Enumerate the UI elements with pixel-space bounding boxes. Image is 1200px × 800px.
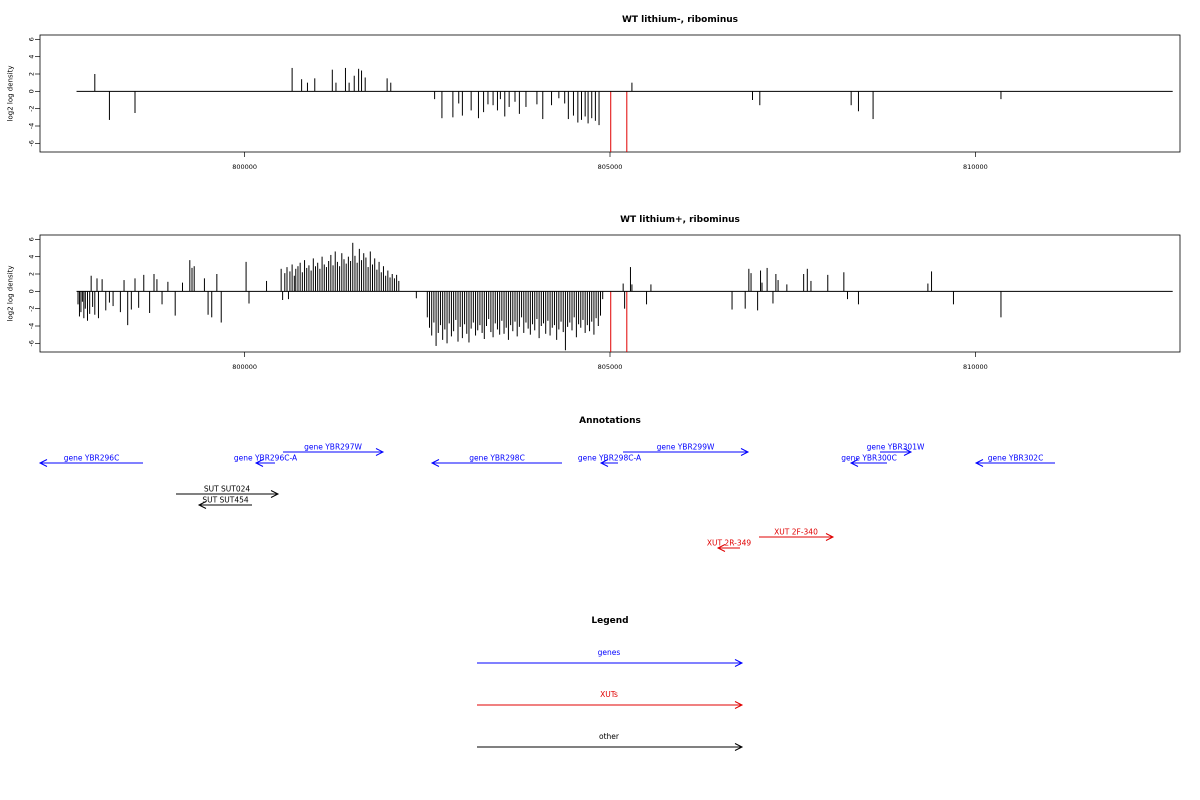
- annotation-arrow: [176, 490, 280, 498]
- y-tick-label: -2: [27, 105, 35, 111]
- plot-frame: [39, 234, 1181, 353]
- legend-arrow: [477, 659, 744, 667]
- y-tick-label: 0: [27, 289, 35, 293]
- y-tick-label: -4: [27, 323, 35, 329]
- y-tick-label: 4: [27, 255, 35, 259]
- x-tick-label: 800000: [232, 363, 257, 371]
- annotation-label: gene YBR298C: [469, 454, 525, 463]
- y-tick-label: -6: [27, 340, 35, 346]
- y-axis-label: log2 log density: [6, 66, 14, 122]
- y-axis-label: log2 log density: [6, 266, 14, 322]
- annotation-label: gene YBR301W: [867, 443, 925, 452]
- legend-arrow: [477, 743, 744, 751]
- annotation-arrow: [974, 459, 1055, 467]
- annotation-label: gene YBR296C-A: [234, 454, 298, 463]
- x-tick-label: 810000: [963, 363, 988, 371]
- legend-label: other: [599, 732, 620, 741]
- annotation-arrow: [430, 459, 562, 467]
- annotation-arrow: [759, 533, 835, 541]
- track-plot-lithium-minus: WT lithium-, ribominus -6 -4 -2 0 2 4 6 log2 log…: [6, 15, 1181, 171]
- annotation-label: gene YBR298C-A: [578, 454, 642, 463]
- annotation-label: XUT 2F-340: [774, 528, 818, 537]
- annotation-arrow: [599, 459, 618, 467]
- x-tick-label: 800000: [232, 163, 257, 171]
- annotation-arrow: [716, 544, 740, 552]
- annotation-arrow: [623, 448, 750, 456]
- annotation-label: SUT SUT024: [204, 485, 251, 494]
- plot-title: WT lithium+, ribominus: [620, 215, 740, 225]
- annotation-label: XUT 2R-349: [707, 539, 752, 548]
- y-tick-label: -4: [27, 123, 35, 129]
- annotation-arrow: [197, 501, 252, 509]
- y-tick-label: 6: [27, 237, 35, 241]
- y-tick-label: 6: [27, 37, 35, 41]
- y-tick-label: 2: [27, 72, 35, 76]
- y-tick-label: 2: [27, 272, 35, 276]
- annotation-label: gene YBR299W: [657, 443, 715, 452]
- annotation-label: gene YBR302C: [988, 454, 1044, 463]
- x-tick-label: 805000: [598, 163, 623, 171]
- annotation-label: gene YBR297W: [304, 443, 362, 452]
- x-tick-label: 810000: [963, 163, 988, 171]
- annotations-panel: Annotations gene YBR296C gene YBR297W gene…: [38, 416, 1055, 552]
- legend-arrow: [477, 701, 744, 709]
- track-plot-lithium-plus: WT lithium+, ribominus -6 -4 -2 0 2 4 6 log2 log…: [6, 215, 1181, 371]
- legend-panel: Legend genes XUTs other: [477, 616, 744, 751]
- annotation-arrow: [880, 448, 913, 456]
- legend-title: Legend: [591, 616, 628, 626]
- y-tick-label: 4: [27, 55, 35, 59]
- annotation-label: SUT SUT454: [202, 496, 249, 505]
- x-tick-label: 805000: [598, 363, 623, 371]
- y-tick-label: 0: [27, 89, 35, 93]
- plot-frame: [39, 34, 1181, 153]
- annotation-arrow: [254, 459, 275, 467]
- plot-title: WT lithium-, ribominus: [622, 15, 738, 25]
- annotation-arrow: [38, 459, 143, 467]
- annotations-title: Annotations: [579, 416, 641, 426]
- legend-label: XUTs: [600, 690, 618, 699]
- annotation-arrow: [283, 448, 385, 456]
- annotation-label: gene YBR300C: [841, 454, 897, 463]
- annotation-label: gene YBR296C: [64, 454, 120, 463]
- legend-label: genes: [598, 648, 621, 657]
- annotation-arrow: [849, 459, 887, 467]
- y-tick-label: -2: [27, 305, 35, 311]
- y-tick-label: -6: [27, 140, 35, 146]
